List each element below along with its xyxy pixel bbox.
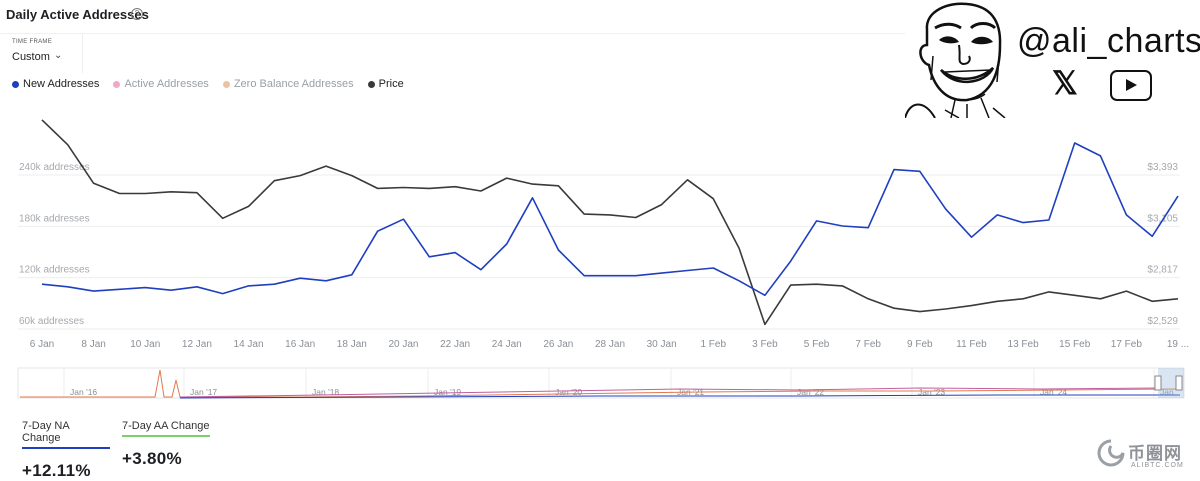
watermark-logo-icon bbox=[1097, 439, 1125, 467]
y-tick-label-right: $2,817 bbox=[1147, 265, 1178, 276]
stat-bar bbox=[122, 435, 210, 437]
x-tick-label: 17 Feb bbox=[1111, 339, 1143, 350]
x-tick-label: 11 Feb bbox=[956, 339, 987, 350]
timeframe-dropdown[interactable]: Custom bbox=[12, 51, 50, 63]
x-tick-label: 15 Feb bbox=[1059, 339, 1091, 350]
x-tick-label: 19 ... bbox=[1167, 339, 1189, 350]
navigator-handle-left[interactable] bbox=[1154, 375, 1162, 391]
navigator-label: Jan '17 bbox=[190, 387, 217, 397]
legend-dot-icon bbox=[113, 80, 121, 88]
x-tick-label: 8 Jan bbox=[81, 339, 105, 350]
x-tick-label: 24 Jan bbox=[492, 339, 522, 350]
stat-value: +3.80% bbox=[122, 449, 182, 468]
navigator-handle-right[interactable] bbox=[1175, 375, 1183, 391]
y-tick-label-right: $2,529 bbox=[1147, 316, 1178, 327]
series-line-new-addresses bbox=[41, 142, 1179, 297]
navigator-series-new bbox=[179, 394, 1180, 399]
legend-zero-balance-addresses[interactable]: Zero Balance Addresses bbox=[222, 78, 354, 90]
header-divider bbox=[0, 33, 906, 34]
x-tick-label: 30 Jan bbox=[647, 339, 677, 350]
navigator-series-active bbox=[179, 387, 1161, 398]
stat-tile-aa: 7-Day AA Change +3.80% bbox=[122, 420, 210, 481]
author-branding: @ali_charts 𝕏 bbox=[904, 0, 1200, 119]
watermark-subtext: ALIBTC.COM bbox=[1131, 462, 1184, 469]
legend-price[interactable]: Price bbox=[367, 78, 404, 90]
y-tick-label-left: 60k addresses bbox=[19, 316, 84, 327]
navigator-label: Jan '22 bbox=[797, 387, 824, 397]
x-tick-label: 18 Jan bbox=[337, 339, 367, 350]
x-tick-label: 1 Feb bbox=[700, 339, 726, 350]
stat-tile-na: 7-Day NA Change +12.11% bbox=[22, 420, 110, 481]
stat-bar bbox=[22, 447, 110, 449]
x-tick-label: 5 Feb bbox=[804, 339, 830, 350]
x-tick-label: 9 Feb bbox=[907, 339, 933, 350]
youtube-icon[interactable] bbox=[1110, 70, 1152, 101]
timeframe-divider bbox=[82, 33, 83, 73]
chart-legend: New Addresses Active Addresses Zero Bala… bbox=[12, 78, 404, 90]
y-tick-label-right: $3,393 bbox=[1147, 162, 1178, 173]
legend-dot-icon bbox=[367, 80, 375, 88]
meme-face-logo bbox=[904, 2, 1006, 119]
range-navigator[interactable]: Jan '16 Jan '17 Jan '18 Jan '19 Jan '20 Jan '… bbox=[0, 364, 1200, 404]
x-tick-label: 16 Jan bbox=[285, 339, 315, 350]
author-handle: @ali_charts bbox=[1017, 22, 1200, 60]
stat-value: +12.11% bbox=[22, 461, 91, 480]
navigator-label: Jan '23 bbox=[918, 387, 945, 397]
stat-label: 7-Day NA Change bbox=[22, 420, 70, 444]
page-title: Daily Active Addresses bbox=[6, 7, 149, 22]
navigator-label: Jan '20 bbox=[555, 387, 582, 397]
chevron-down-icon[interactable]: ⌄ bbox=[54, 50, 63, 61]
x-tick-label: 14 Jan bbox=[234, 339, 264, 350]
navigator-label: Jan bbox=[1160, 387, 1174, 397]
legend-dot-icon bbox=[222, 80, 230, 88]
navigator-label: Jan '18 bbox=[312, 387, 339, 397]
y-tick-label-left: 120k addresses bbox=[19, 265, 90, 276]
x-tick-label: 10 Jan bbox=[130, 339, 160, 350]
y-tick-label-left: 180k addresses bbox=[19, 213, 90, 224]
navigator-label: Jan '24 bbox=[1040, 387, 1067, 397]
x-tick-label: 20 Jan bbox=[388, 339, 418, 350]
watermark-text: 币圈网 bbox=[1128, 444, 1182, 463]
legend-dot-icon bbox=[12, 80, 19, 88]
x-tick-label: 7 Feb bbox=[855, 339, 881, 350]
x-tick-label: 12 Jan bbox=[182, 339, 212, 350]
main-chart[interactable]: 240k addresses 180k addresses 120k address… bbox=[0, 0, 1200, 360]
x-tick-label: 6 Jan bbox=[30, 339, 54, 350]
timeframe-label: TIME FRAME bbox=[12, 39, 52, 45]
x-tick-label: 3 Feb bbox=[752, 339, 778, 350]
x-tick-label: 13 Feb bbox=[1008, 339, 1040, 350]
stat-tiles: 7-Day NA Change +12.11% 7-Day AA Change … bbox=[22, 420, 210, 481]
legend-active-addresses[interactable]: Active Addresses bbox=[113, 78, 209, 90]
x-tick-label: 26 Jan bbox=[543, 339, 573, 350]
navigator-label: Jan '16 bbox=[70, 387, 97, 397]
help-icon[interactable]: ? bbox=[131, 8, 143, 20]
y-tick-label-left: 240k addresses bbox=[19, 162, 90, 173]
x-tick-label: 28 Jan bbox=[595, 339, 625, 350]
series-line-price bbox=[41, 119, 1179, 326]
x-tick-label: 22 Jan bbox=[440, 339, 470, 350]
x-icon[interactable]: 𝕏 bbox=[1052, 65, 1078, 101]
stat-label: 7-Day AA Change bbox=[122, 420, 210, 432]
navigator-label: Jan '19 bbox=[434, 387, 461, 397]
legend-new-addresses[interactable]: New Addresses bbox=[12, 78, 99, 90]
